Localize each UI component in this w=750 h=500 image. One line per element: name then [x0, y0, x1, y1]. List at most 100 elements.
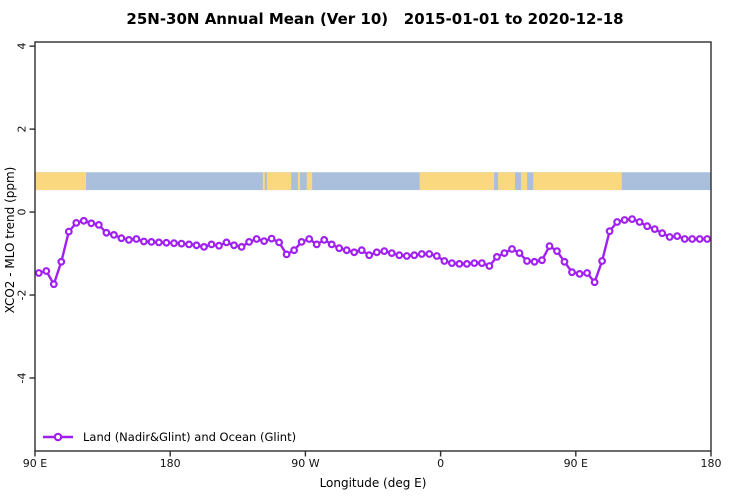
data-point-marker — [320, 235, 329, 244]
data-point-marker — [132, 235, 141, 243]
legend-line-marker-icon — [43, 432, 73, 442]
x-tick-label: 90 E — [563, 457, 589, 470]
map-strip-land-segment — [306, 172, 313, 191]
x-tick-label: 90 E — [22, 457, 48, 470]
data-point-marker — [590, 278, 599, 287]
data-point-marker — [72, 218, 81, 227]
data-point-marker — [568, 268, 576, 277]
data-point-marker — [545, 242, 554, 251]
map-strip-land-segment — [521, 172, 528, 191]
data-point-marker — [117, 234, 126, 243]
data-point-marker — [620, 216, 629, 224]
data-point-marker — [658, 229, 667, 238]
y-tick-label: 4 — [15, 42, 29, 50]
data-point-marker — [538, 256, 546, 265]
data-point-marker — [260, 237, 269, 246]
data-point-marker — [64, 227, 73, 236]
data-point-marker — [207, 240, 216, 249]
data-point-marker — [695, 235, 704, 243]
data-point-marker — [102, 228, 111, 237]
data-point-marker — [342, 246, 351, 255]
data-point-marker — [222, 238, 231, 247]
data-point-marker — [282, 250, 291, 259]
data-point-marker — [305, 235, 314, 243]
data-point-marker — [635, 218, 644, 226]
data-point-marker — [583, 269, 591, 277]
data-point-marker — [665, 233, 674, 241]
data-point-marker — [613, 218, 621, 226]
data-point-marker — [312, 240, 321, 249]
data-point-marker — [170, 239, 178, 248]
data-point-marker — [357, 246, 366, 255]
data-point-marker — [703, 235, 712, 243]
data-point-marker — [515, 249, 524, 258]
data-point-marker — [109, 230, 118, 239]
data-point-marker — [230, 241, 238, 250]
data-point-marker — [252, 235, 261, 243]
data-point-marker — [395, 251, 404, 260]
data-point-marker — [387, 249, 396, 258]
data-point-marker — [500, 249, 509, 258]
data-point-marker — [530, 257, 539, 266]
data-point-marker — [523, 257, 531, 265]
y-tick-label: 2 — [15, 125, 29, 133]
data-point-marker — [643, 222, 652, 231]
data-point-marker — [350, 248, 359, 257]
map-strip-land-segment — [266, 172, 292, 191]
data-point-marker — [478, 259, 486, 268]
data-point-marker — [673, 232, 682, 241]
data-point-marker — [463, 260, 471, 268]
data-point-marker — [87, 219, 96, 228]
y-tick-label: -2 — [15, 289, 29, 301]
data-point-marker — [297, 237, 306, 246]
data-point-marker — [200, 242, 208, 251]
data-point-marker — [49, 280, 58, 289]
data-point-marker — [372, 248, 381, 257]
x-axis-label: Longitude (deg E) — [319, 476, 427, 490]
data-point-marker — [553, 247, 561, 256]
data-point-marker — [598, 257, 606, 265]
data-point-marker — [485, 262, 494, 270]
data-point-marker — [215, 241, 223, 250]
data-point-marker — [245, 237, 254, 246]
data-point-marker — [237, 242, 246, 251]
data-point-marker — [493, 252, 501, 261]
data-point-marker — [267, 234, 276, 243]
plot-box — [34, 41, 712, 452]
chart-title: 25N-30N Annual Mean (Ver 10) 2015-01-01 … — [126, 10, 624, 28]
data-point-marker — [275, 238, 284, 247]
data-point-marker — [575, 270, 584, 278]
data-point-marker — [162, 238, 171, 247]
data-point-marker — [177, 239, 186, 248]
map-strip-land-segment — [297, 172, 300, 191]
y-tick-label: 0 — [15, 208, 29, 216]
data-point-marker — [94, 220, 103, 229]
x-tick-label: 180 — [159, 457, 181, 470]
x-tick-label: 0 — [437, 457, 445, 470]
data-point-marker — [154, 238, 163, 247]
data-point-marker — [124, 235, 133, 244]
data-point-marker — [185, 240, 193, 249]
data-point-marker — [448, 259, 456, 268]
data-point-marker — [508, 245, 516, 253]
map-strip-land-segment — [498, 172, 515, 191]
data-point-marker — [417, 250, 426, 258]
data-point-marker — [402, 252, 411, 260]
x-tick-label: 90 W — [291, 457, 320, 470]
data-point-marker — [79, 216, 88, 225]
data-point-marker — [365, 251, 374, 260]
data-point-marker — [335, 244, 344, 253]
data-point-marker — [440, 257, 449, 265]
data-point-marker — [628, 215, 636, 224]
data-point-marker — [57, 257, 66, 266]
data-point-marker — [605, 227, 614, 236]
x-tick-label: 180 — [700, 457, 722, 470]
map-strip-land-segment — [419, 172, 495, 191]
data-point-marker — [42, 267, 51, 275]
data-point-marker — [410, 251, 419, 260]
data-point-marker — [470, 259, 479, 268]
data-point-marker — [432, 252, 441, 260]
legend: Land (Nadir&Glint) and Ocean (Glint) — [42, 430, 296, 444]
